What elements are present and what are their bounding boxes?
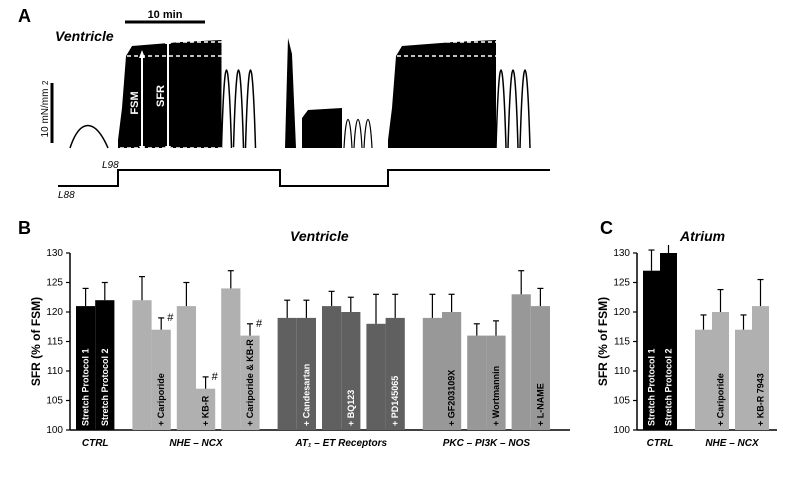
svg-text:120: 120 [613,307,630,318]
svg-text:105: 105 [613,396,630,407]
svg-text:NHE – NCX: NHE – NCX [705,438,760,449]
svg-text:#: # [256,318,263,330]
panel-b-chart: 100 105 110 115 120 125 130 SFR (% of FSM) Stret… [28,245,583,495]
svg-text:L98: L98 [102,160,119,171]
panel-a-trace: 10 min 10 mN/mm 2 FSM SFR L98 L88 [40,8,560,203]
svg-text:+ Cariporide & KB-R: + Cariporide & KB-R [245,339,255,426]
panel-c-chart: 100 105 110 115 120 125 130 SFR (% of FSM) Stret… [595,245,785,495]
svg-text:PKC – PI3K – NOS: PKC – PI3K – NOS [443,438,531,449]
svg-text:130: 130 [613,248,630,259]
panel-b-label: B [18,218,31,239]
panel-b-title: Ventricle [290,228,349,244]
svg-text:CTRL: CTRL [82,438,109,449]
svg-text:FSM: FSM [129,91,141,114]
svg-text:100: 100 [613,425,630,436]
svg-text:SFR: SFR [155,85,167,107]
svg-text:+ GF203109X: + GF203109X [447,370,457,426]
svg-text:105: 105 [46,396,63,407]
svg-text:Stretch Protocol 1: Stretch Protocol 1 [647,348,657,426]
svg-text:CTRL: CTRL [647,438,674,449]
svg-text:L88: L88 [58,190,75,201]
svg-text:#: # [167,312,174,324]
svg-text:+ PD145065: + PD145065 [390,376,400,426]
svg-text:SFR (% of FSM): SFR (% of FSM) [596,297,610,386]
svg-text:125: 125 [46,278,63,289]
panel-c-title: Atrium [680,228,725,244]
svg-text:110: 110 [47,366,63,377]
svg-text:#: # [212,371,219,383]
svg-text:Stretch Protocol 2: Stretch Protocol 2 [100,348,110,426]
svg-text:+ L-NAME: + L-NAME [535,383,545,426]
svg-text:Stretch Protocol 2: Stretch Protocol 2 [664,348,674,426]
svg-text:AT₁ – ET Receptors: AT₁ – ET Receptors [294,438,387,449]
svg-text:110: 110 [614,366,630,377]
svg-text:130: 130 [46,248,63,259]
svg-text:115: 115 [614,337,630,348]
svg-text:2: 2 [41,80,50,85]
svg-text:+ KB-R 7943: + KB-R 7943 [756,373,766,426]
svg-text:+ Cariporide: + Cariporide [156,373,166,426]
svg-text:NHE – NCX: NHE – NCX [169,438,224,449]
svg-text:SFR (% of FSM): SFR (% of FSM) [29,297,43,386]
svg-text:115: 115 [47,337,63,348]
svg-text:100: 100 [46,425,63,436]
svg-text:+ BQ123: + BQ123 [346,390,356,426]
svg-text:10 mN/mm: 10 mN/mm [40,89,51,138]
svg-text:10 min: 10 min [148,9,183,21]
svg-text:Stretch Protocol 1: Stretch Protocol 1 [81,348,91,426]
panel-c-label: C [600,218,613,239]
panel-a-label: A [18,6,31,27]
svg-text:125: 125 [613,278,630,289]
svg-text:+ Wortmannin: + Wortmannin [491,366,501,426]
svg-text:120: 120 [46,307,63,318]
svg-text:+ Cariporide: + Cariporide [716,373,726,426]
svg-text:+ Candesartan: + Candesartan [301,364,311,426]
svg-text:+ KB-R: + KB-R [201,395,211,426]
